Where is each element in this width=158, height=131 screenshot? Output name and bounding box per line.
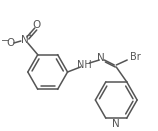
Text: Br: Br	[130, 52, 141, 62]
Text: N: N	[97, 53, 105, 63]
Text: +: +	[27, 31, 33, 40]
Text: N: N	[112, 119, 120, 129]
Text: O: O	[7, 38, 15, 48]
Text: −: −	[1, 36, 9, 46]
Text: O: O	[33, 20, 41, 30]
Text: NH: NH	[77, 60, 92, 70]
Text: N: N	[21, 35, 29, 45]
